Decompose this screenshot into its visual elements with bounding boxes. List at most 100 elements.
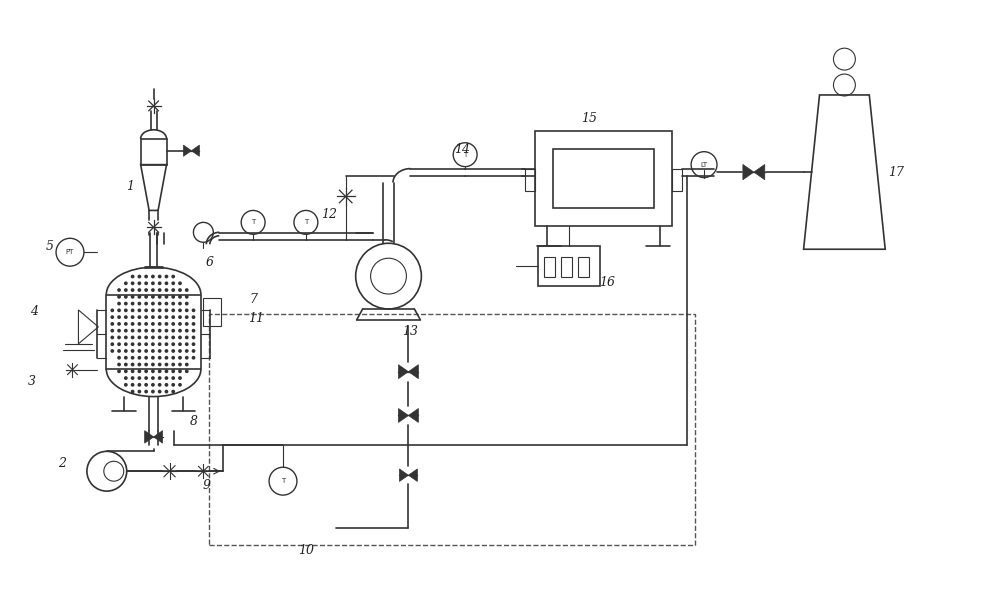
Text: 5: 5	[46, 240, 54, 252]
Circle shape	[117, 349, 121, 353]
Polygon shape	[408, 469, 417, 481]
Circle shape	[131, 349, 134, 353]
Circle shape	[137, 309, 141, 312]
Circle shape	[171, 295, 175, 299]
Circle shape	[165, 356, 168, 359]
Circle shape	[131, 356, 134, 359]
Circle shape	[144, 288, 148, 292]
Circle shape	[165, 275, 168, 278]
Circle shape	[137, 336, 141, 339]
Circle shape	[110, 342, 114, 346]
Circle shape	[165, 336, 168, 339]
Circle shape	[131, 390, 134, 393]
Circle shape	[151, 275, 155, 278]
Circle shape	[171, 362, 175, 367]
Circle shape	[158, 315, 162, 319]
Bar	[538, 246, 600, 286]
Circle shape	[151, 309, 155, 312]
Text: 7: 7	[249, 292, 257, 306]
Circle shape	[144, 383, 148, 387]
Circle shape	[117, 370, 121, 373]
Polygon shape	[398, 408, 408, 422]
Circle shape	[137, 349, 141, 353]
Circle shape	[124, 370, 128, 373]
Circle shape	[137, 362, 141, 367]
Circle shape	[185, 336, 189, 339]
Circle shape	[178, 329, 182, 333]
Circle shape	[158, 295, 162, 299]
Circle shape	[178, 356, 182, 359]
Circle shape	[144, 309, 148, 312]
Bar	[203, 298, 221, 326]
Circle shape	[151, 370, 155, 373]
Circle shape	[151, 376, 155, 380]
Circle shape	[151, 281, 155, 285]
Circle shape	[185, 295, 189, 299]
Circle shape	[117, 309, 121, 312]
Circle shape	[110, 349, 114, 353]
Circle shape	[137, 376, 141, 380]
Circle shape	[144, 281, 148, 285]
Circle shape	[144, 329, 148, 333]
Circle shape	[151, 349, 155, 353]
Circle shape	[124, 322, 128, 326]
Circle shape	[137, 342, 141, 346]
Circle shape	[192, 315, 195, 319]
Circle shape	[137, 281, 141, 285]
Circle shape	[185, 362, 189, 367]
Circle shape	[185, 315, 189, 319]
Circle shape	[151, 362, 155, 367]
Circle shape	[137, 390, 141, 393]
Circle shape	[131, 336, 134, 339]
Circle shape	[192, 309, 195, 312]
Circle shape	[171, 342, 175, 346]
Circle shape	[124, 356, 128, 359]
Bar	[578, 257, 589, 277]
Circle shape	[171, 288, 175, 292]
Circle shape	[131, 309, 134, 312]
Circle shape	[165, 342, 168, 346]
Circle shape	[117, 362, 121, 367]
Text: 8: 8	[189, 415, 197, 428]
Circle shape	[185, 356, 189, 359]
Circle shape	[158, 370, 162, 373]
Text: T: T	[304, 219, 308, 225]
Circle shape	[178, 295, 182, 299]
Circle shape	[124, 309, 128, 312]
Circle shape	[131, 315, 134, 319]
Circle shape	[117, 295, 121, 299]
Circle shape	[144, 342, 148, 346]
Circle shape	[178, 362, 182, 367]
Circle shape	[158, 342, 162, 346]
Circle shape	[131, 302, 134, 306]
Circle shape	[137, 315, 141, 319]
Circle shape	[144, 390, 148, 393]
Circle shape	[131, 383, 134, 387]
Circle shape	[178, 336, 182, 339]
Bar	[544, 257, 555, 277]
Circle shape	[165, 362, 168, 367]
Circle shape	[124, 349, 128, 353]
Circle shape	[137, 370, 141, 373]
Circle shape	[158, 390, 162, 393]
Bar	[561, 257, 572, 277]
Circle shape	[165, 383, 168, 387]
Circle shape	[171, 349, 175, 353]
Text: 13: 13	[402, 326, 418, 338]
Circle shape	[117, 288, 121, 292]
Text: 14: 14	[454, 143, 470, 156]
Circle shape	[137, 322, 141, 326]
Polygon shape	[754, 164, 765, 180]
Circle shape	[137, 275, 141, 278]
Circle shape	[165, 329, 168, 333]
Circle shape	[124, 336, 128, 339]
Circle shape	[171, 329, 175, 333]
Bar	[672, 169, 682, 190]
Text: 17: 17	[888, 166, 904, 179]
Circle shape	[178, 342, 182, 346]
Polygon shape	[398, 365, 408, 379]
Text: T: T	[463, 152, 467, 158]
Circle shape	[151, 302, 155, 306]
Polygon shape	[183, 145, 191, 156]
Polygon shape	[408, 408, 418, 422]
